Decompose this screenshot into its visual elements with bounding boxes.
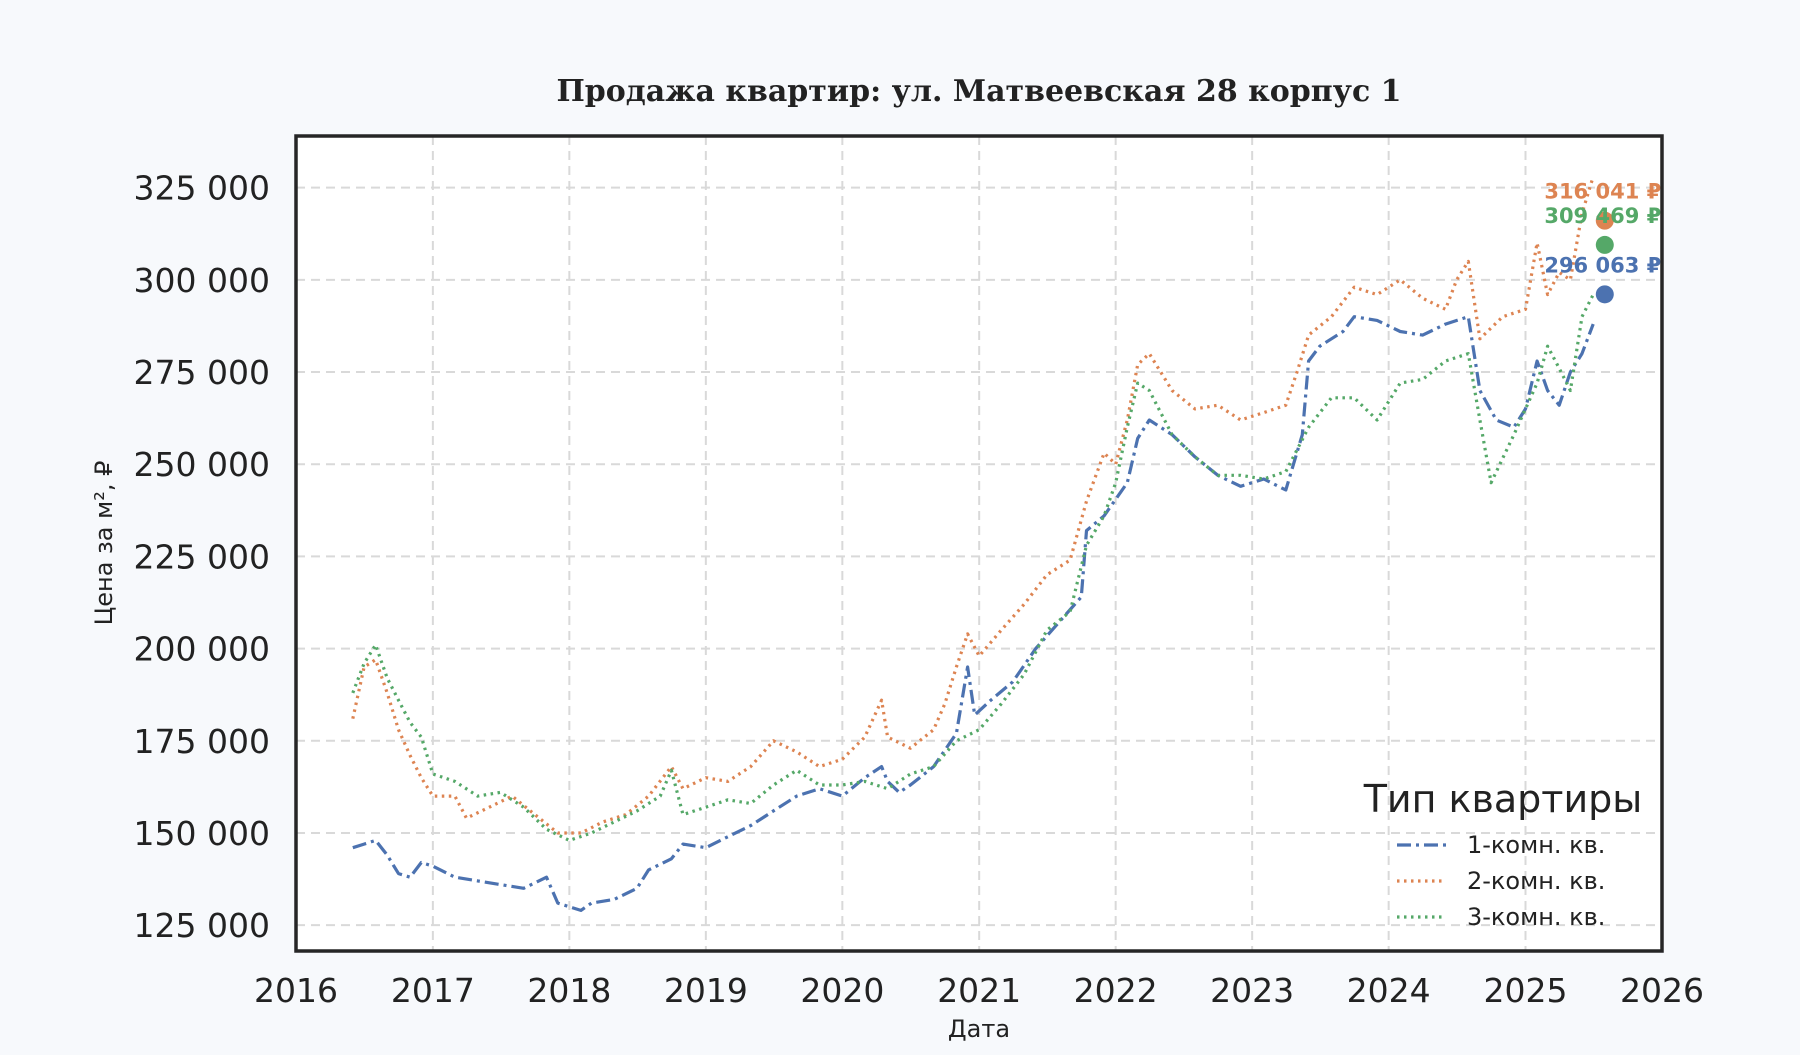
y-tick-label: 325 000 <box>134 169 270 208</box>
legend-label-2: 2-комн. кв. <box>1467 867 1605 895</box>
y-tick-label: 175 000 <box>134 722 270 761</box>
grid <box>296 136 1662 951</box>
y-axis-ticks: 125 000 150 000 175 000 200 000 225 000 250 0… <box>134 169 270 946</box>
x-tick-label: 2022 <box>1074 971 1158 1010</box>
y-tick-label: 225 000 <box>134 537 270 576</box>
end-point-2 <box>1595 211 1614 230</box>
y-tick-label: 150 000 <box>134 814 270 853</box>
chart-title: Продажа квартир: ул. Матвеевская 28 корп… <box>556 74 1401 109</box>
plot-frame <box>294 134 1664 953</box>
end-value-label-2: 316 041 ₽ <box>1544 180 1661 204</box>
legend-title: Тип квартиры <box>1363 777 1643 821</box>
x-tick-label: 2020 <box>800 971 884 1010</box>
series-layer <box>351 176 1595 912</box>
x-tick-label: 2025 <box>1484 971 1568 1010</box>
x-axis-ticks: 2016 2017 2018 2019 2020 2021 2022 2023 2024 2025… <box>254 971 1704 1010</box>
end-value-label-1: 296 063 ₽ <box>1544 253 1661 277</box>
series-line-1 <box>352 315 1595 912</box>
x-tick-label: 2024 <box>1347 971 1431 1010</box>
x-tick-label: 2017 <box>391 971 475 1010</box>
y-tick-label: 275 000 <box>134 353 270 392</box>
y-tick-label: 200 000 <box>134 630 270 669</box>
y-tick-label: 125 000 <box>134 906 270 945</box>
x-tick-label: 2026 <box>1620 971 1704 1010</box>
end-value-label-3: 309 469 ₽ <box>1544 204 1661 228</box>
x-axis-label: Дата <box>948 1015 1010 1043</box>
end-markers: 296 063 ₽ 316 041 ₽309 469 ₽ <box>1544 180 1661 304</box>
legend-items: 1-комн. кв. 2-комн. кв. 3-комн. кв. <box>1397 831 1605 931</box>
legend-label-3: 3-комн. кв. <box>1467 903 1605 931</box>
x-tick-label: 2018 <box>527 971 611 1010</box>
y-tick-label: 300 000 <box>134 261 270 300</box>
x-tick-label: 2021 <box>937 971 1021 1010</box>
x-tick-label: 2019 <box>664 971 748 1010</box>
end-point-1 <box>1595 285 1614 304</box>
x-tick-label: 2016 <box>254 971 338 1010</box>
legend-label-1: 1-комн. кв. <box>1467 831 1605 859</box>
legend: Тип квартиры 1-комн. кв. 2-комн. кв. 3-ком… <box>1363 777 1643 931</box>
y-tick-label: 250 000 <box>134 445 270 484</box>
x-tick-label: 2023 <box>1210 971 1294 1010</box>
y-axis-label: Цена за м², ₽ <box>90 461 118 626</box>
end-point-3 <box>1595 235 1614 254</box>
